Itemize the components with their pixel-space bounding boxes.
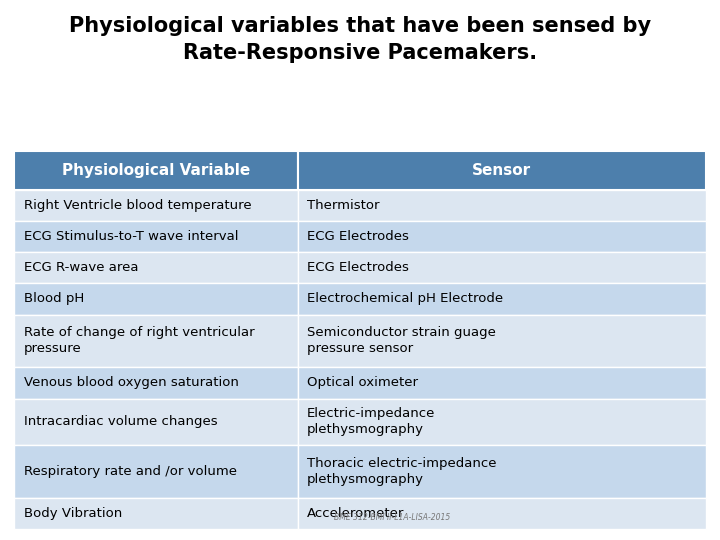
Bar [298, 190, 706, 221]
Text: Venous blood oxygen saturation: Venous blood oxygen saturation [24, 376, 238, 389]
Bar [298, 252, 706, 284]
Text: Right Ventricle blood temperature: Right Ventricle blood temperature [24, 199, 251, 212]
Text: Thoracic electric-impedance
plethysmography: Thoracic electric-impedance plethysmogra… [307, 457, 497, 486]
Text: Blood pH: Blood pH [24, 293, 84, 306]
Bar [14, 445, 298, 498]
Text: Rate of change of right ventricular
pressure: Rate of change of right ventricular pres… [24, 327, 254, 355]
Text: Intracardiac volume changes: Intracardiac volume changes [24, 415, 217, 428]
Text: Body Vibration: Body Vibration [24, 507, 122, 520]
Bar [298, 498, 706, 529]
Text: ECG Stimulus-to-T wave interval: ECG Stimulus-to-T wave interval [24, 230, 238, 243]
Bar [14, 190, 298, 221]
Bar [14, 284, 298, 314]
Text: Semiconductor strain guage
pressure sensor: Semiconductor strain guage pressure sens… [307, 327, 496, 355]
Bar [298, 221, 706, 252]
Bar [14, 498, 298, 529]
Bar [14, 252, 298, 284]
Text: Respiratory rate and /or volume: Respiratory rate and /or volume [24, 465, 237, 478]
Bar [298, 284, 706, 314]
Bar [298, 314, 706, 367]
Text: Thermistor: Thermistor [307, 199, 379, 212]
Bar [298, 367, 706, 399]
Text: Electric-impedance
plethysmography: Electric-impedance plethysmography [307, 407, 436, 436]
Text: Accelerometer: Accelerometer [307, 507, 405, 520]
Text: Physiological Variable: Physiological Variable [62, 163, 251, 178]
Text: BME 312-BMI II-L1A-LISA-2015: BME 312-BMI II-L1A-LISA-2015 [334, 513, 450, 522]
Text: ECG Electrodes: ECG Electrodes [307, 261, 409, 274]
Bar [14, 399, 298, 445]
Text: Electrochemical pH Electrode: Electrochemical pH Electrode [307, 293, 503, 306]
Bar [14, 151, 298, 190]
Bar [298, 151, 706, 190]
Bar [298, 445, 706, 498]
Bar [298, 399, 706, 445]
Text: Sensor: Sensor [472, 163, 531, 178]
Bar [14, 367, 298, 399]
Text: ECG Electrodes: ECG Electrodes [307, 230, 409, 243]
Text: ECG R-wave area: ECG R-wave area [24, 261, 138, 274]
Bar [14, 221, 298, 252]
Text: Optical oximeter: Optical oximeter [307, 376, 418, 389]
Text: Physiological variables that have been sensed by
Rate-Responsive Pacemakers.: Physiological variables that have been s… [69, 16, 651, 63]
Bar [14, 314, 298, 367]
